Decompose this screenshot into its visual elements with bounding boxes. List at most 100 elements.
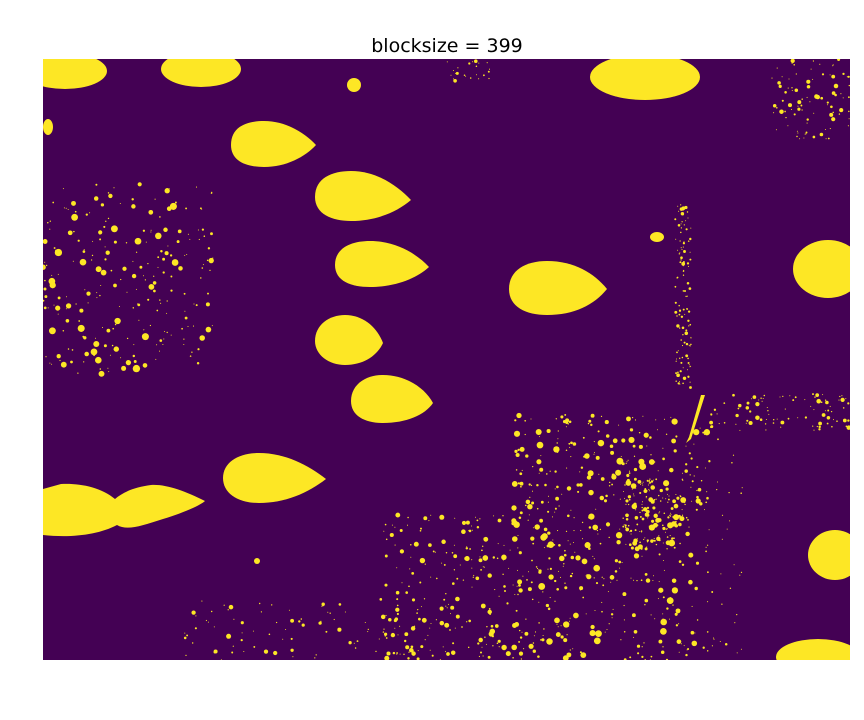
- speckle: [528, 571, 529, 573]
- speckle: [612, 438, 618, 444]
- speckle: [644, 487, 647, 490]
- speckle: [399, 549, 405, 554]
- speckle: [466, 621, 468, 623]
- speckle: [563, 553, 567, 557]
- speckle: [595, 508, 597, 510]
- speckle: [755, 401, 760, 407]
- speckle: [96, 297, 98, 299]
- speckle: [503, 585, 506, 588]
- speckle: [560, 635, 564, 639]
- speckle: [186, 634, 189, 637]
- speckle: [213, 649, 218, 654]
- speckle: [443, 598, 446, 601]
- speckle: [740, 648, 742, 650]
- speckle: [806, 85, 811, 89]
- speckle: [434, 551, 436, 553]
- speckle: [599, 528, 601, 531]
- speckle: [185, 654, 187, 657]
- speckle: [651, 519, 655, 523]
- speckle: [429, 649, 431, 651]
- speckle: [663, 480, 670, 487]
- blob: [231, 121, 316, 167]
- speckle: [471, 567, 473, 569]
- speckle: [548, 557, 551, 560]
- speckle: [696, 619, 699, 621]
- speckle: [707, 544, 709, 546]
- speckle: [512, 623, 517, 628]
- speckle: [87, 302, 89, 304]
- speckle: [815, 393, 820, 397]
- speckle: [680, 231, 682, 234]
- speckle: [466, 546, 468, 548]
- speckle: [494, 589, 496, 591]
- speckle: [619, 567, 621, 569]
- speckle: [826, 101, 829, 104]
- speckle: [391, 524, 393, 526]
- speckle: [150, 229, 152, 231]
- speckle: [497, 543, 499, 545]
- speckle: [572, 648, 574, 650]
- speckle: [633, 493, 635, 495]
- speckle: [599, 495, 605, 501]
- speckle: [659, 511, 661, 513]
- speckle: [813, 429, 815, 431]
- speckle: [512, 657, 514, 659]
- speckle: [659, 488, 663, 493]
- speckle: [647, 484, 649, 486]
- speckle: [601, 601, 603, 603]
- speckle: [827, 137, 830, 140]
- speckle: [103, 225, 106, 228]
- speckle: [603, 578, 605, 580]
- speckle: [546, 638, 553, 645]
- speckle: [570, 456, 572, 458]
- speckle: [738, 403, 742, 408]
- speckle: [96, 292, 98, 294]
- speckle: [100, 203, 105, 207]
- speckle: [676, 277, 678, 279]
- speckle: [628, 436, 635, 443]
- speckle: [683, 241, 685, 244]
- speckle: [673, 546, 676, 549]
- speckle: [579, 471, 581, 473]
- speckle: [645, 495, 648, 498]
- speckle: [680, 247, 682, 249]
- blob: [254, 558, 260, 564]
- speckle: [686, 262, 690, 265]
- speckle: [628, 472, 631, 474]
- speckle: [547, 531, 551, 535]
- speckle: [641, 503, 643, 505]
- speckle: [648, 459, 655, 465]
- speckle: [600, 415, 603, 418]
- speckle: [183, 344, 185, 345]
- speckle: [556, 623, 558, 625]
- speckle: [232, 645, 234, 647]
- speckle: [608, 536, 610, 539]
- speckle: [595, 455, 600, 460]
- speckle: [538, 436, 540, 438]
- speckle: [413, 541, 419, 547]
- speckle: [626, 416, 631, 422]
- speckle: [285, 628, 287, 631]
- speckle: [406, 524, 409, 526]
- speckle: [729, 587, 732, 589]
- speckle: [504, 590, 506, 592]
- speckle: [633, 467, 638, 472]
- speckle: [718, 423, 720, 425]
- speckle: [517, 593, 519, 596]
- speckle: [672, 515, 674, 517]
- speckle: [737, 407, 740, 410]
- speckle: [43, 264, 46, 270]
- speckle: [114, 317, 121, 325]
- speckle: [185, 207, 188, 210]
- speckle: [575, 555, 581, 561]
- speckle: [669, 512, 671, 514]
- speckle: [748, 420, 753, 426]
- speckle: [653, 513, 658, 518]
- speckle: [639, 541, 641, 544]
- speckle: [446, 652, 450, 656]
- speckle: [162, 343, 164, 346]
- speckle: [122, 266, 127, 271]
- speckle: [148, 284, 155, 290]
- speckle: [627, 495, 632, 499]
- speckle: [395, 512, 401, 518]
